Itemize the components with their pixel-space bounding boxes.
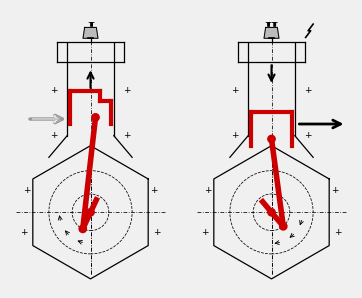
Text: +: + (24, 186, 31, 195)
Text: +: + (50, 86, 58, 95)
Circle shape (92, 114, 99, 121)
Text: +: + (231, 131, 239, 140)
Polygon shape (83, 27, 98, 38)
Circle shape (268, 209, 275, 216)
Text: +: + (331, 186, 338, 195)
Text: +: + (231, 86, 239, 95)
Text: +: + (150, 186, 157, 195)
Text: +: + (153, 228, 161, 237)
Circle shape (79, 225, 87, 232)
Text: +: + (304, 86, 312, 95)
Polygon shape (264, 27, 279, 38)
Text: +: + (20, 228, 28, 237)
Text: +: + (205, 186, 212, 195)
Text: +: + (334, 228, 342, 237)
Text: I: I (87, 22, 94, 36)
Text: +: + (304, 131, 312, 140)
Circle shape (279, 223, 287, 230)
Text: +: + (201, 228, 209, 237)
Circle shape (268, 135, 275, 143)
Text: +: + (123, 131, 131, 140)
Circle shape (87, 209, 94, 216)
Text: +: + (50, 131, 58, 140)
Text: II: II (264, 22, 279, 36)
Text: +: + (123, 86, 131, 95)
